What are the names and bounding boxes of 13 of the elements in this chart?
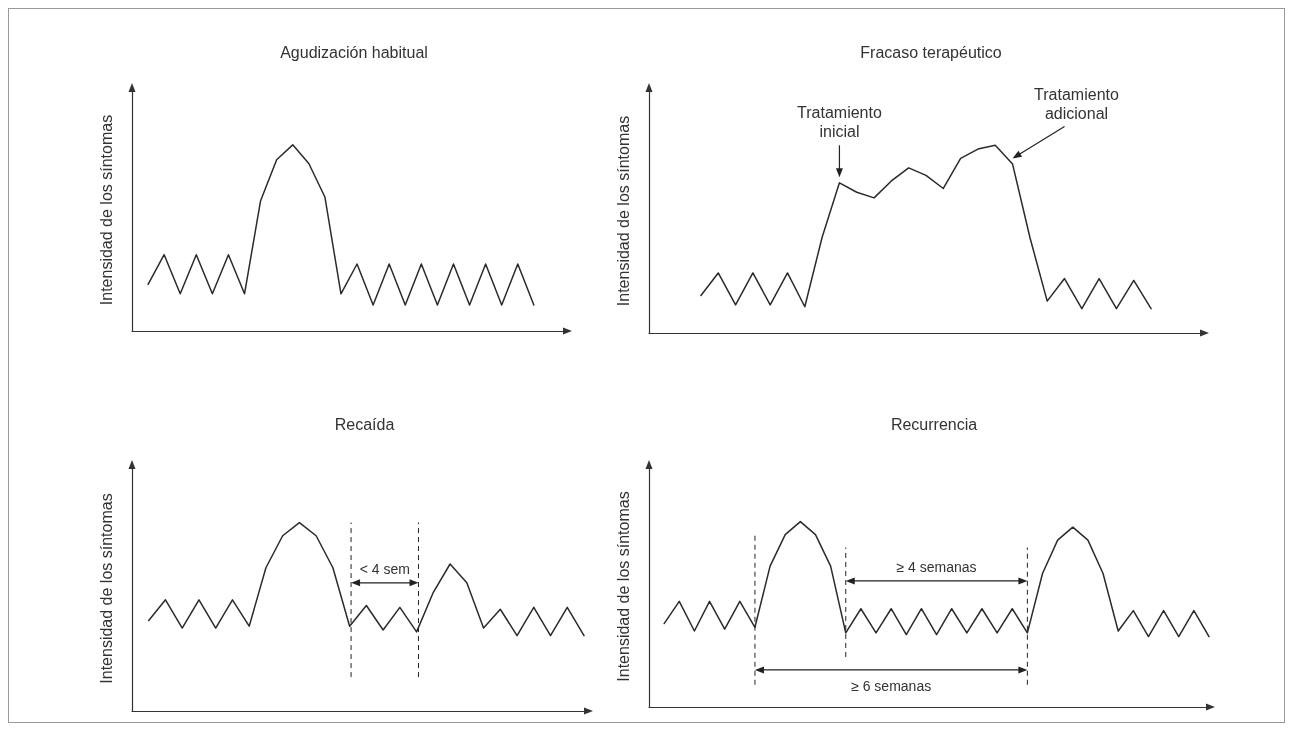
y-axis-title: Intensidad de los síntomas [614, 115, 632, 307]
chart-title: Recaída [334, 415, 395, 433]
annotation: < 4 sem [359, 560, 410, 577]
y-axis-title: Intensidad de los síntomas [97, 114, 115, 306]
annotation: ≥ 6 semanas [851, 677, 932, 694]
y-axis-title: Intensidad de los síntomas [97, 493, 115, 684]
text: Tratamiento adicional [1034, 85, 1119, 122]
chart-title: Recurrencia [890, 415, 978, 433]
y-axis-title: Intensidad de los síntomas [614, 491, 632, 682]
annotation: Tratamiento inicial [797, 104, 882, 141]
chart-title: Agudización habitual [280, 43, 428, 61]
chart-title: Fracaso terapéutico [860, 43, 1002, 61]
annotation: ≥ 4 semanas [896, 558, 977, 575]
